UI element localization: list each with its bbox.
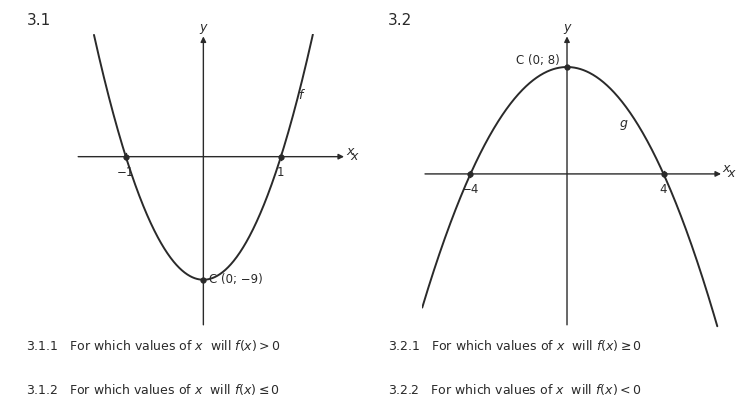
Text: y: y bbox=[563, 21, 571, 34]
Text: 3.2.1   For which values of $x$  will $f(x) \geq 0$: 3.2.1 For which values of $x$ will $f(x)… bbox=[388, 338, 642, 353]
Text: x: x bbox=[342, 145, 354, 158]
Text: C (0; −9): C (0; −9) bbox=[209, 273, 262, 286]
Text: 4: 4 bbox=[660, 183, 667, 196]
Text: f: f bbox=[298, 89, 302, 102]
Text: x: x bbox=[347, 150, 358, 163]
Text: 3.2.2   For which values of $x$  will $f(x) < 0$: 3.2.2 For which values of $x$ will $f(x)… bbox=[388, 382, 642, 397]
Text: 3.1.2   For which values of $x$  will $f(x) \leq 0$: 3.1.2 For which values of $x$ will $f(x)… bbox=[26, 382, 280, 397]
Text: x: x bbox=[719, 162, 731, 175]
Text: 3.1: 3.1 bbox=[26, 13, 51, 28]
Text: y: y bbox=[200, 21, 207, 34]
Text: 3.2: 3.2 bbox=[388, 13, 412, 28]
Text: 3.1.1   For which values of $x$  will $f(x) > 0$: 3.1.1 For which values of $x$ will $f(x)… bbox=[26, 338, 281, 353]
Text: x: x bbox=[724, 168, 735, 181]
Text: −1: −1 bbox=[117, 166, 134, 179]
Text: C (0; 8): C (0; 8) bbox=[516, 54, 559, 67]
Text: g: g bbox=[620, 117, 628, 130]
Text: −4: −4 bbox=[461, 183, 480, 196]
Text: 1: 1 bbox=[277, 166, 285, 179]
